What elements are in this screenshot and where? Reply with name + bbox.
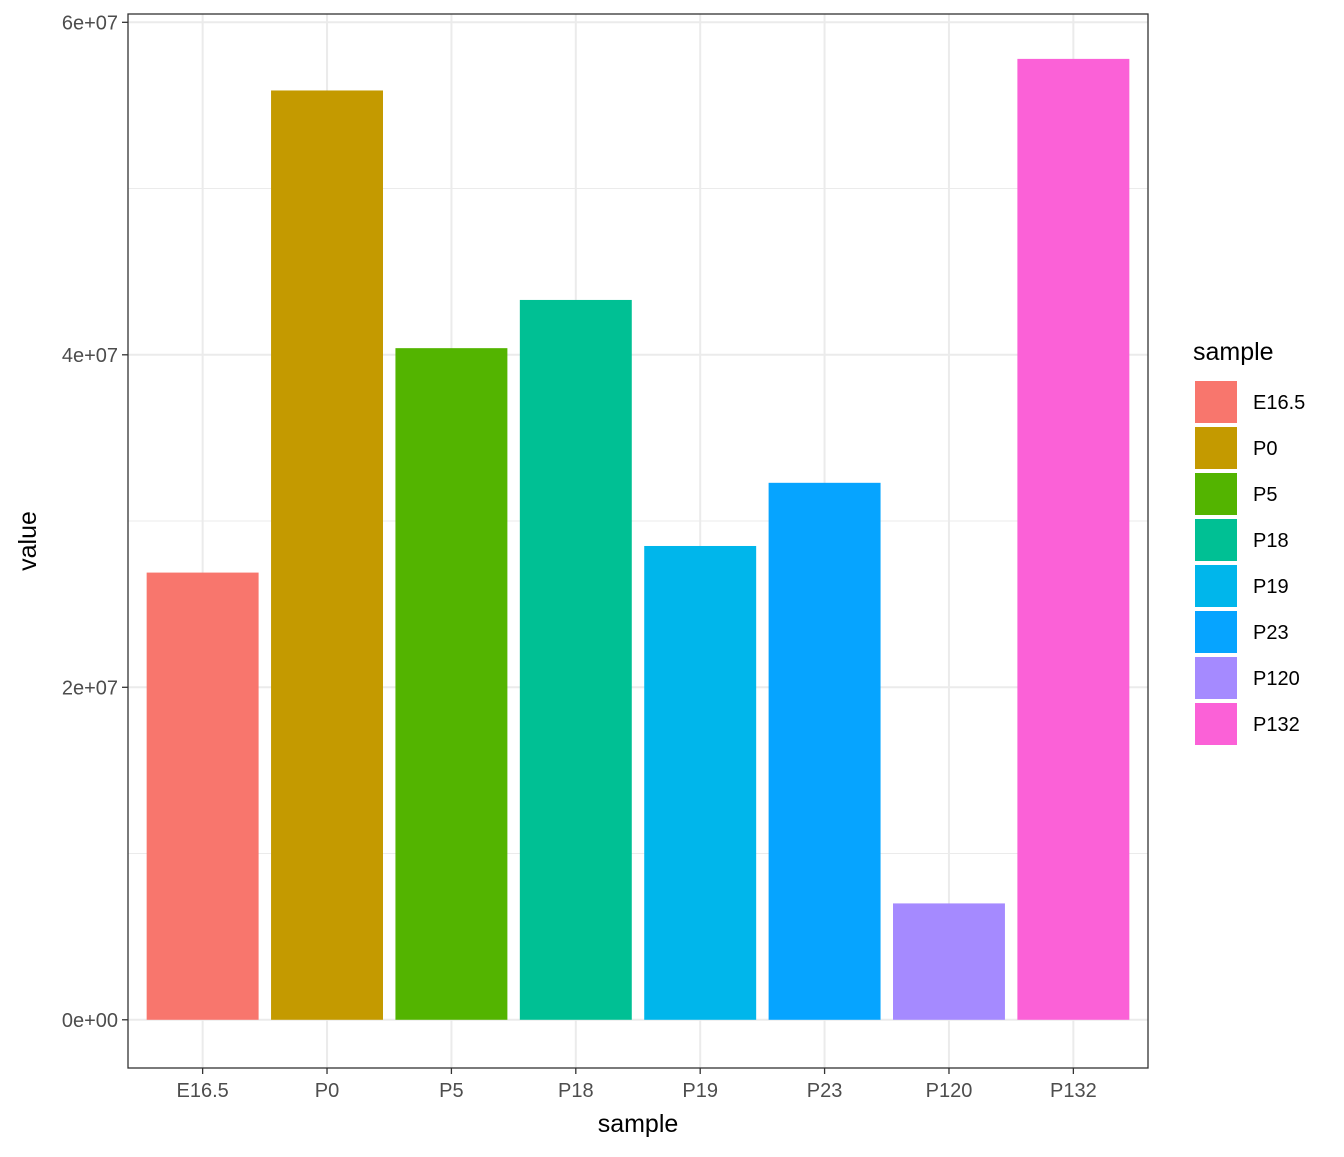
legend-label: P0 [1253,438,1277,460]
legend-label: P18 [1253,530,1289,552]
legend-label: E16.5 [1253,392,1305,414]
bar-p5 [395,348,508,1020]
legend-key [1195,473,1237,515]
legend-label: P19 [1253,576,1289,598]
x-tick-label: P0 [315,1080,339,1102]
y-tick-label: 4e+07 [62,345,118,367]
plot-border [127,13,1149,1069]
bar-p132 [1017,58,1130,1020]
y-axis: 0e+00 2e+07 4e+07 6e+07 [62,12,128,1032]
bar-p0 [271,90,383,1020]
legend-key [1195,657,1237,699]
legend-label: P120 [1253,668,1300,690]
x-tick-label: P5 [439,1080,463,1102]
legend-label: P132 [1253,714,1300,736]
legend-key [1195,611,1237,653]
legend-key [1195,703,1237,745]
legend-key [1195,381,1237,423]
legend-label: P23 [1253,622,1289,644]
x-tick-label: E16.5 [177,1080,229,1102]
bar-e16-5 [146,572,259,1020]
legend: sample E16.5 P0 P5 P18 P19 P23 P120 P132 [1193,338,1305,745]
x-tick-label: P23 [807,1080,843,1102]
x-tick-label: P120 [926,1080,973,1102]
legend-key [1195,565,1237,607]
y-tick-label: 2e+07 [62,677,118,699]
legend-key [1195,427,1237,469]
y-tick-label: 0e+00 [62,1010,118,1032]
y-axis-title: value [14,511,42,571]
legend-title: sample [1193,338,1274,366]
x-tick-label: P18 [558,1080,594,1102]
bar-p19 [644,545,757,1020]
bar-p120 [893,903,1005,1020]
legend-key [1195,519,1237,561]
legend-label: P5 [1253,484,1277,506]
x-tick-label: P19 [682,1080,718,1102]
bar-p23 [768,482,881,1020]
x-tick-label: P132 [1050,1080,1097,1102]
bars [146,58,1130,1020]
x-axis: E16.5 P0 P5 P18 P19 P23 P120 P132 [177,1068,1097,1102]
y-tick-label: 6e+07 [62,12,118,34]
x-axis-title: sample [598,1110,679,1138]
bar-p18 [519,299,632,1020]
